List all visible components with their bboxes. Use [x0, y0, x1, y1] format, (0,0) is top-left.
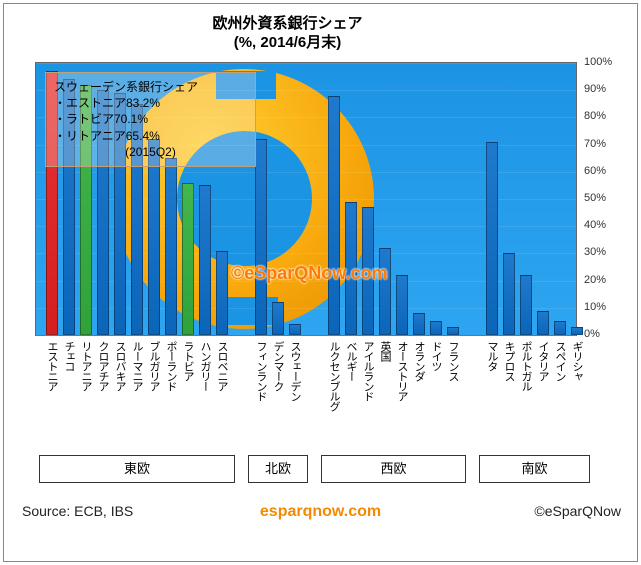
- x-tick-label: キプロス: [503, 341, 514, 381]
- group-labels-row: 東欧北欧西欧南欧: [35, 455, 575, 495]
- y-tick-label: 90%: [584, 83, 606, 95]
- y-tick-label: 10%: [584, 301, 606, 313]
- x-tick-label: ドイツ: [430, 341, 441, 371]
- y-tick-label: 40%: [584, 219, 606, 231]
- bar: [503, 253, 515, 335]
- x-tick-label: スウェーデン: [289, 341, 300, 401]
- gridline: [36, 335, 576, 336]
- x-tick-label: オランダ: [413, 341, 424, 381]
- bar: [255, 139, 267, 335]
- callout-title: スウェーデン系銀行シェア: [54, 79, 247, 95]
- y-tick-label: 0%: [584, 328, 600, 340]
- y-tick-label: 100%: [584, 56, 612, 68]
- x-tick-label: ポルトガル: [520, 341, 531, 391]
- x-tick-label: デンマーク: [272, 341, 283, 391]
- bar: [165, 158, 177, 335]
- x-tick-label: スペイン: [554, 341, 565, 381]
- y-tick-label: 80%: [584, 110, 606, 122]
- y-tick-label: 60%: [584, 165, 606, 177]
- x-tick-label: スロバキア: [114, 341, 125, 391]
- bar: [537, 311, 549, 335]
- group-label: 東欧: [39, 455, 235, 483]
- bar: [554, 321, 566, 335]
- x-tick-label: ポーランド: [165, 341, 176, 391]
- group-label: 西欧: [321, 455, 466, 483]
- title-line2: (%, 2014/6月末): [0, 34, 575, 53]
- footer-right: ©eSparQNow: [534, 503, 621, 519]
- callout-line: ・リトアニア65.4%: [54, 128, 247, 144]
- y-axis: 0%10%20%30%40%50%60%70%80%90%100%: [578, 62, 628, 334]
- callout-line: ・ラトビア70.1%: [54, 111, 247, 127]
- x-tick-label: オーストリア: [396, 341, 407, 401]
- bar: [272, 302, 284, 335]
- x-tick-label: ベルギー: [345, 341, 356, 381]
- y-tick-label: 70%: [584, 138, 606, 150]
- x-tick-label: ラトビア: [182, 341, 193, 381]
- bar: [148, 139, 160, 335]
- y-tick-label: 50%: [584, 192, 606, 204]
- bar: [328, 96, 340, 335]
- x-tick-label: エストニア: [46, 341, 57, 391]
- x-tick-label: フィンランド: [255, 341, 266, 401]
- x-tick-label: チェコ: [63, 341, 74, 371]
- x-tick-label: アイルランド: [362, 341, 373, 401]
- x-tick-label: ギリシャ: [571, 341, 582, 381]
- bar: [520, 275, 532, 335]
- x-tick-label: 英国: [379, 341, 390, 361]
- callout-box: スウェーデン系銀行シェア ・エストニア83.2% ・ラトビア70.1% ・リトア…: [45, 72, 256, 167]
- bar: [199, 185, 211, 335]
- group-label: 北欧: [248, 455, 308, 483]
- x-tick-label: イタリア: [537, 341, 548, 381]
- watermark-center: ©eSparQNow.com: [231, 263, 388, 284]
- bar: [216, 251, 228, 335]
- bar: [486, 142, 498, 335]
- bar: [379, 248, 391, 335]
- bar: [396, 275, 408, 335]
- x-axis-labels: エストニアチェコリトアニアクロアチアスロバキアルーマニアブルガリアポーランドラト…: [35, 338, 575, 453]
- bar: [413, 313, 425, 335]
- x-tick-label: スロベニア: [216, 341, 227, 391]
- x-tick-label: ルーマニア: [131, 341, 142, 391]
- bar: [182, 183, 194, 335]
- x-tick-label: マルタ: [486, 341, 497, 371]
- callout-line: ・エストニア83.2%: [54, 95, 247, 111]
- bar: [430, 321, 442, 335]
- x-tick-label: ブルガリア: [148, 341, 159, 391]
- title-line1: 欧州外資系銀行シェア: [0, 15, 575, 34]
- x-tick-label: フランス: [447, 341, 458, 381]
- x-tick-label: ハンガリー: [199, 341, 210, 391]
- callout-line: (2015Q2): [54, 144, 247, 160]
- y-tick-label: 20%: [584, 274, 606, 286]
- x-tick-label: クロアチア: [97, 341, 108, 391]
- chart-container: 欧州外資系銀行シェア (%, 2014/6月末) ©eSparQNow.com …: [0, 0, 641, 565]
- bar: [289, 324, 301, 335]
- bar: [447, 327, 459, 335]
- chart-title: 欧州外資系銀行シェア (%, 2014/6月末): [0, 15, 575, 53]
- group-label: 南欧: [479, 455, 590, 483]
- y-tick-label: 30%: [584, 246, 606, 258]
- x-tick-label: ルクセンブルグ: [328, 341, 339, 411]
- x-tick-label: リトアニア: [80, 341, 91, 391]
